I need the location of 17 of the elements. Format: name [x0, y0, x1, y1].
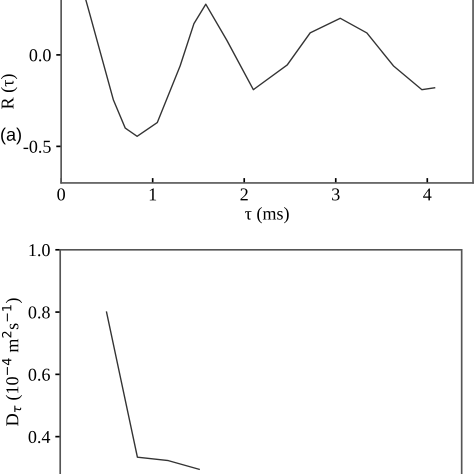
y-tick-label: 0.6	[28, 368, 50, 381]
text: D$_{τ}$ (10$^{−4}$ m$^{2}$s$^{−1}$)	[2, 298, 22, 426]
y-tick-label: 0.4	[28, 430, 50, 444]
x-tick-label: 3	[332, 188, 340, 201]
line-series	[85, 0, 436, 138]
y-tick-label: -0.5	[24, 140, 51, 153]
y-tick-label: 0.8	[28, 306, 50, 319]
line-series	[106, 311, 200, 470]
y-tick-label: 0.0	[30, 49, 51, 62]
y-axis-title: R (τ)	[0, 74, 18, 109]
x-tick-label: 2	[240, 188, 248, 200]
x-tick-label: 0	[57, 188, 65, 201]
x-tick-label: 4	[423, 188, 432, 200]
y-tick-label: 1.0	[29, 244, 50, 256]
text: (a)	[1, 128, 21, 144]
x-tick-label: 1	[150, 188, 156, 200]
x-axis-title: τ (ms)	[245, 206, 289, 224]
